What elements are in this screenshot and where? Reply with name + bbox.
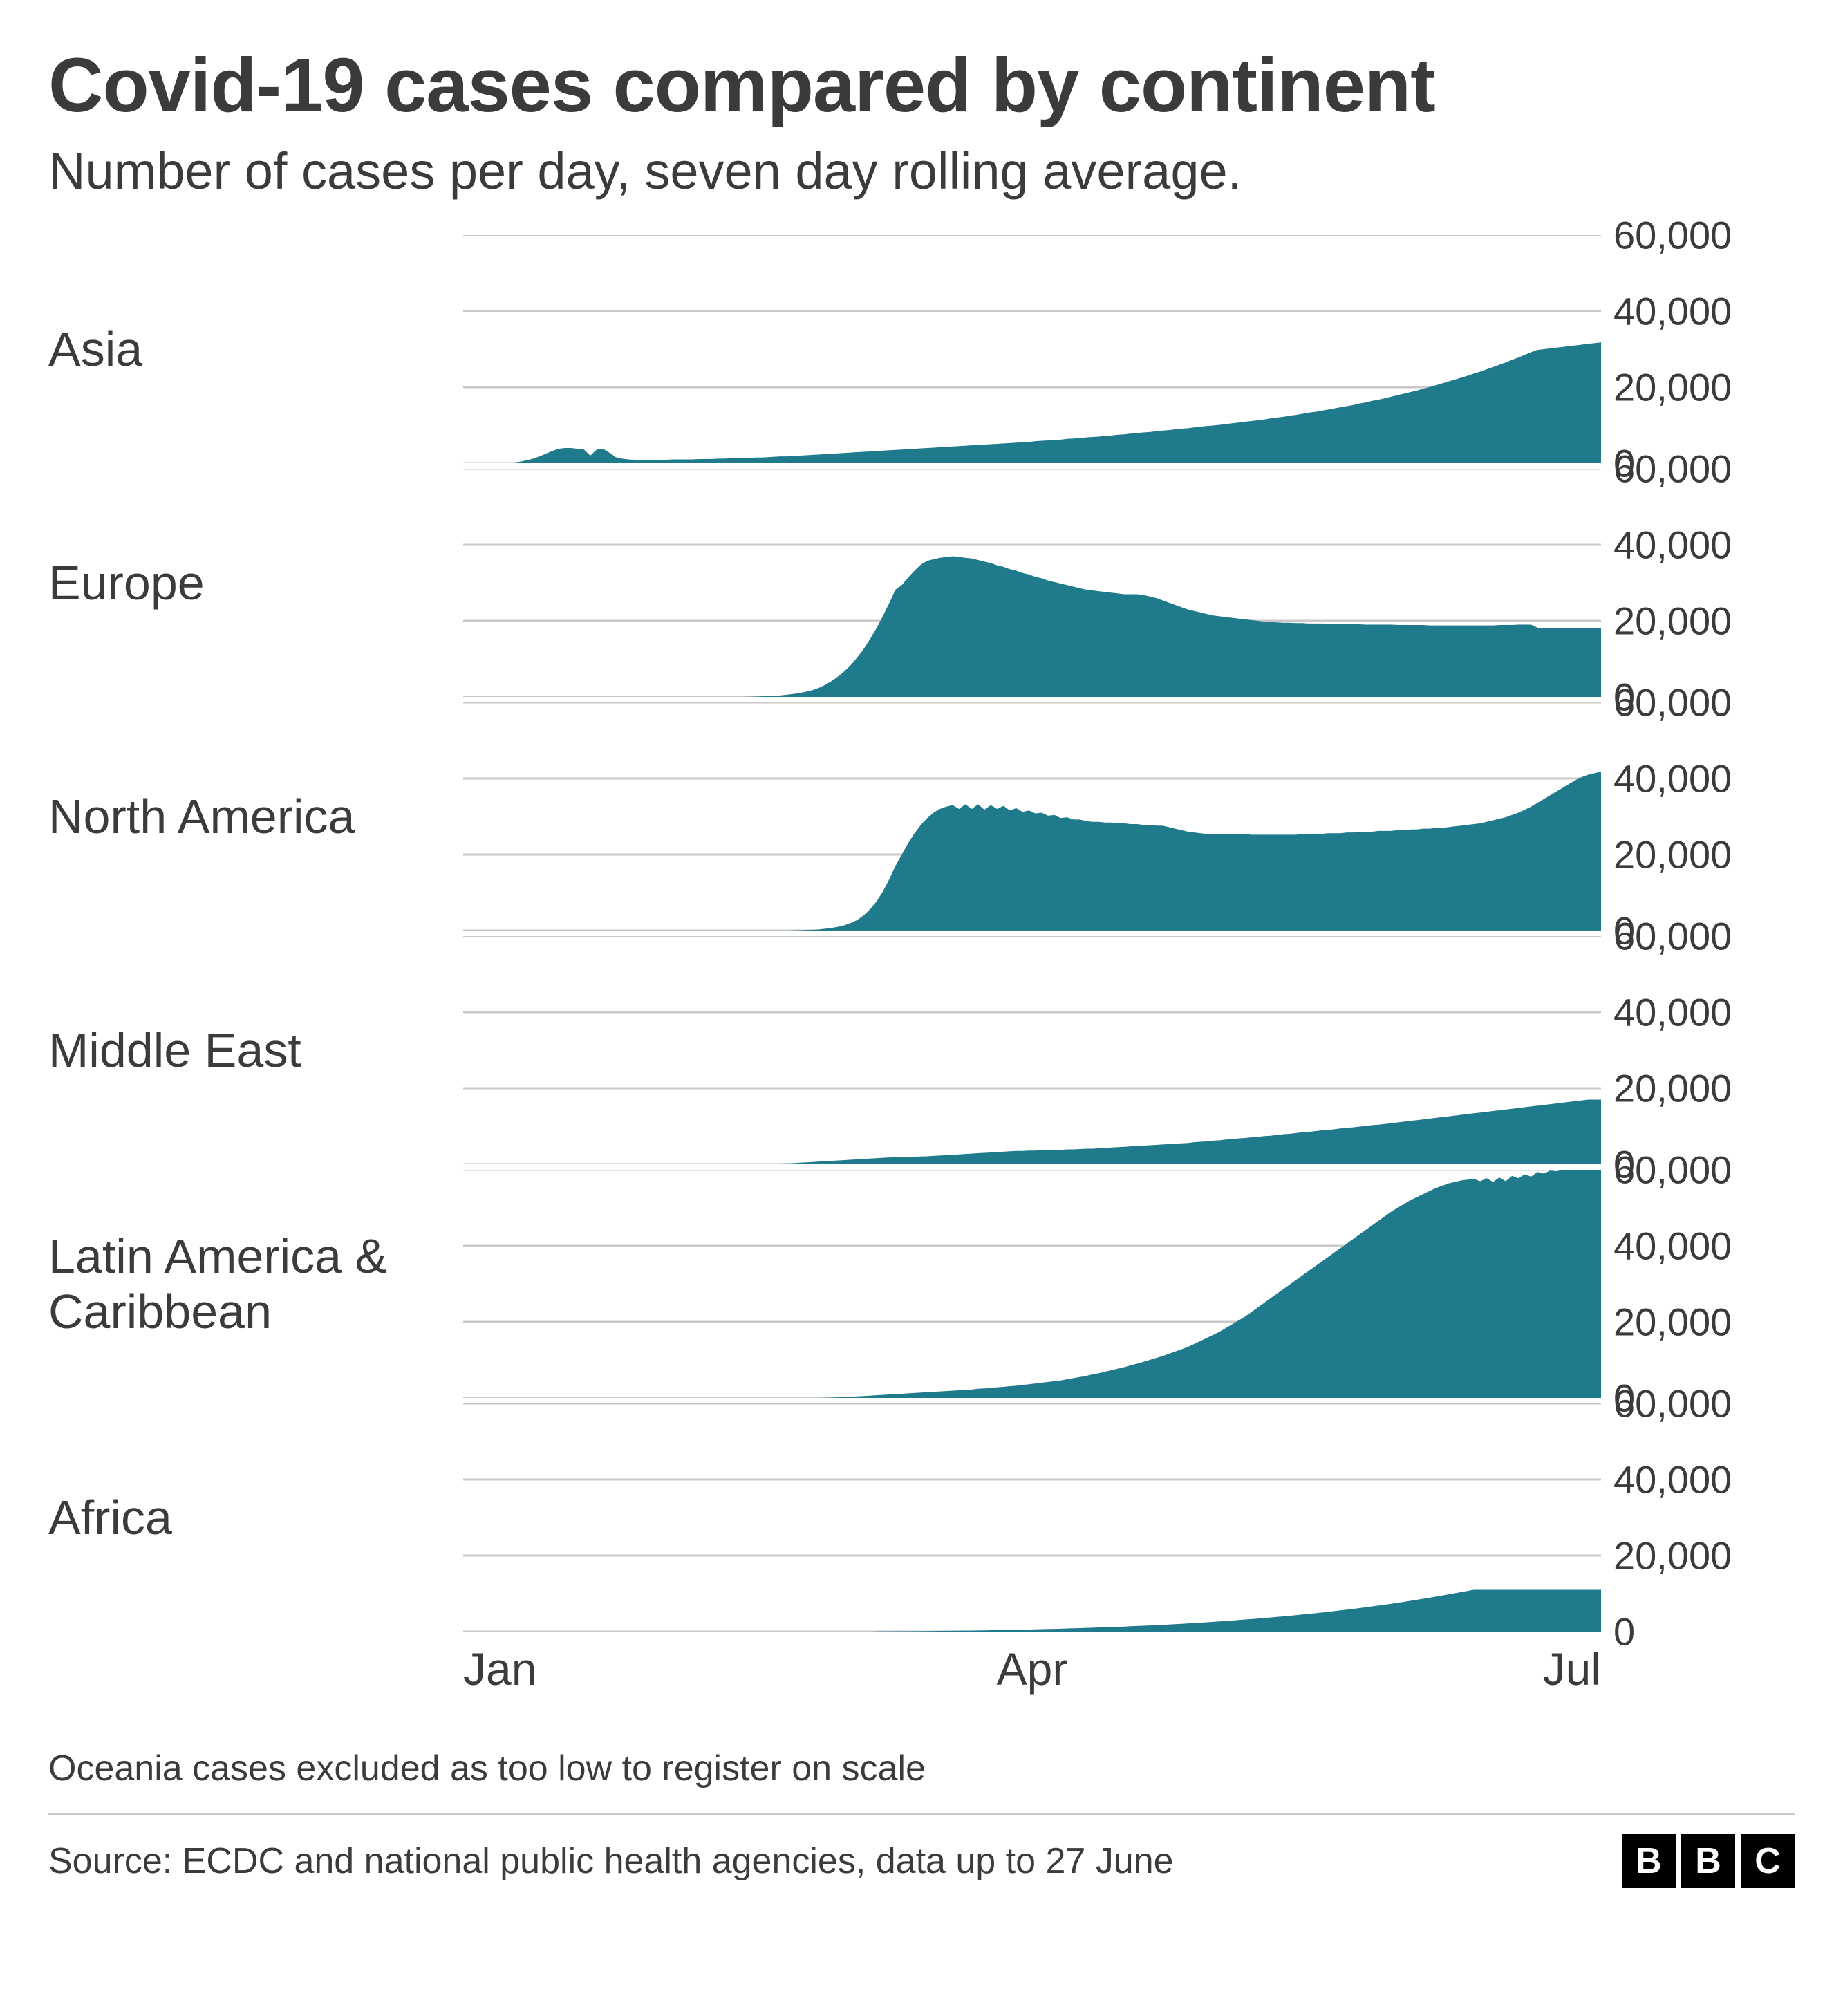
area-plot: [463, 936, 1601, 1164]
chart-row: Latin America & Caribbean 60,00040,00020,…: [48, 1170, 1795, 1398]
footer: Source: ECDC and national public health …: [48, 1813, 1795, 1888]
row-label: Africa: [48, 1403, 463, 1632]
y-tick-labels: 60,00040,00020,0000: [1601, 1170, 1795, 1398]
small-multiples-stack: Asia 60,00040,00020,0000 Europe 60,00040,00…: [48, 235, 1795, 1632]
logo-block: C: [1741, 1834, 1795, 1888]
chart-title: Covid-19 cases compared by continent: [48, 41, 1795, 129]
chart-row: Europe 60,00040,00020,0000: [48, 469, 1795, 697]
y-tick-labels: 60,00040,00020,0000: [1601, 235, 1795, 463]
row-label: Latin America & Caribbean: [48, 1170, 463, 1398]
row-label: North America: [48, 702, 463, 931]
area-plot: [463, 1403, 1601, 1632]
chart-subtitle: Number of cases per day, seven day rolli…: [48, 142, 1795, 200]
bbc-logo: BBC: [1622, 1834, 1795, 1888]
footnote: Oceania cases excluded as too low to reg…: [48, 1748, 1795, 1789]
chart-row: Middle East 60,00040,00020,0000: [48, 936, 1795, 1164]
x-tick-label: Apr: [997, 1643, 1068, 1695]
x-axis: Jan Apr Jul: [48, 1637, 1795, 1706]
y-tick-labels: 60,00040,00020,0000: [1601, 936, 1795, 1164]
source-text: Source: ECDC and national public health …: [48, 1840, 1174, 1882]
row-label: Europe: [48, 469, 463, 697]
chart-row: Africa 60,00040,00020,0000: [48, 1403, 1795, 1632]
chart-row: North America 60,00040,00020,0000: [48, 702, 1795, 931]
x-tick-label: Jul: [1543, 1643, 1601, 1695]
area-plot: [463, 702, 1601, 931]
area-plot: [463, 1170, 1601, 1398]
x-tick-label: Jan: [463, 1643, 536, 1695]
row-label: Asia: [48, 235, 463, 463]
logo-block: B: [1681, 1834, 1735, 1888]
chart-row: Asia 60,00040,00020,0000: [48, 235, 1795, 463]
row-label: Middle East: [48, 936, 463, 1164]
area-plot: [463, 469, 1601, 697]
y-tick-labels: 60,00040,00020,0000: [1601, 702, 1795, 931]
area-plot: [463, 235, 1601, 463]
logo-block: B: [1622, 1834, 1676, 1888]
y-tick-labels: 60,00040,00020,0000: [1601, 469, 1795, 697]
y-tick-labels: 60,00040,00020,0000: [1601, 1403, 1795, 1632]
